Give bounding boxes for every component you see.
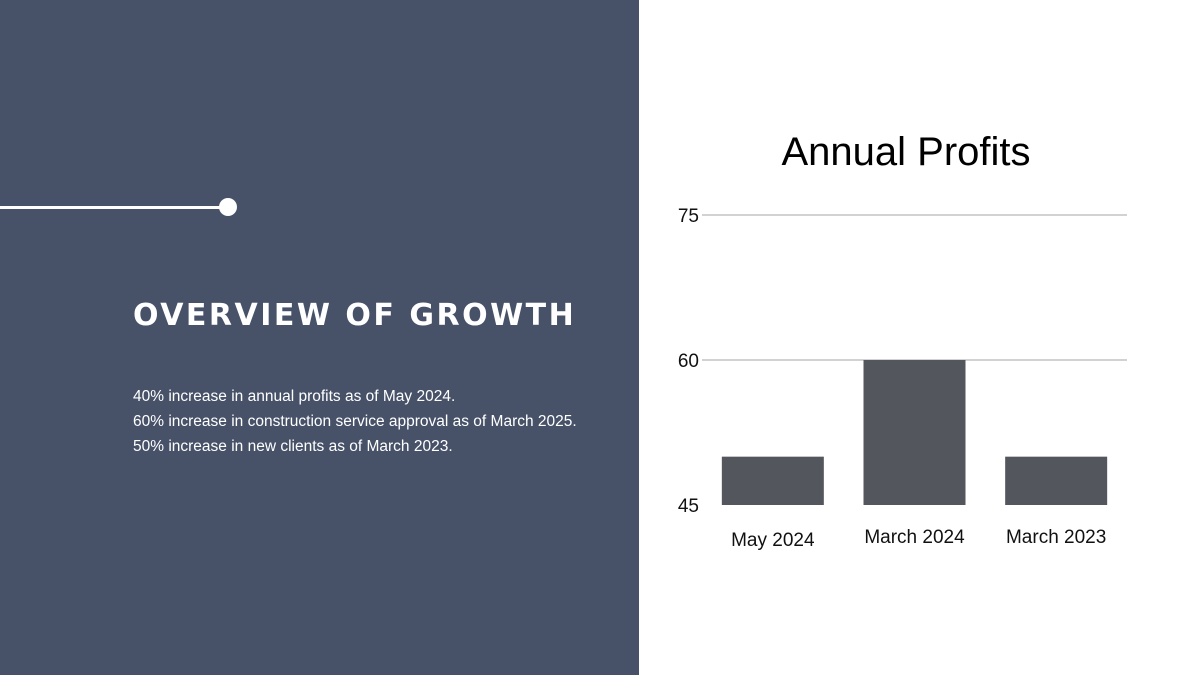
y-axis-ticks: 45 60 75 — [678, 206, 699, 517]
accent-dot — [219, 198, 237, 216]
overview-heading: OVERVIEW OF GROWTH — [133, 298, 577, 333]
growth-points-list: 40% increase in annual profits as of May… — [133, 384, 577, 459]
growth-point: 60% increase in construction service app… — [133, 413, 577, 430]
annual-profits-chart: Annual Profits 45 60 75 May 2024 March 2024… — [678, 130, 1127, 551]
bars — [721, 360, 1108, 505]
accent-line — [0, 206, 226, 209]
bar-march-2024 — [863, 360, 966, 505]
x-axis-labels: May 2024 March 2024 March 2023 — [731, 527, 1106, 551]
y-tick-label: 45 — [678, 496, 699, 517]
y-tick-label: 60 — [678, 351, 699, 372]
x-category-label: March 2023 — [1006, 527, 1106, 548]
x-category-label: March 2024 — [864, 527, 965, 548]
x-category-label: May 2024 — [731, 530, 815, 551]
grid-lines — [702, 214, 1127, 361]
overview-panel: OVERVIEW OF GROWTH 40% increase in annua… — [0, 0, 639, 675]
y-tick-label: 75 — [678, 206, 699, 227]
bar-may-2024 — [721, 456, 824, 505]
growth-point: 50% increase in new clients as of March … — [133, 438, 453, 455]
growth-point: 40% increase in annual profits as of May… — [133, 388, 456, 405]
chart-title: Annual Profits — [781, 130, 1030, 174]
bar-march-2023 — [1005, 456, 1108, 505]
